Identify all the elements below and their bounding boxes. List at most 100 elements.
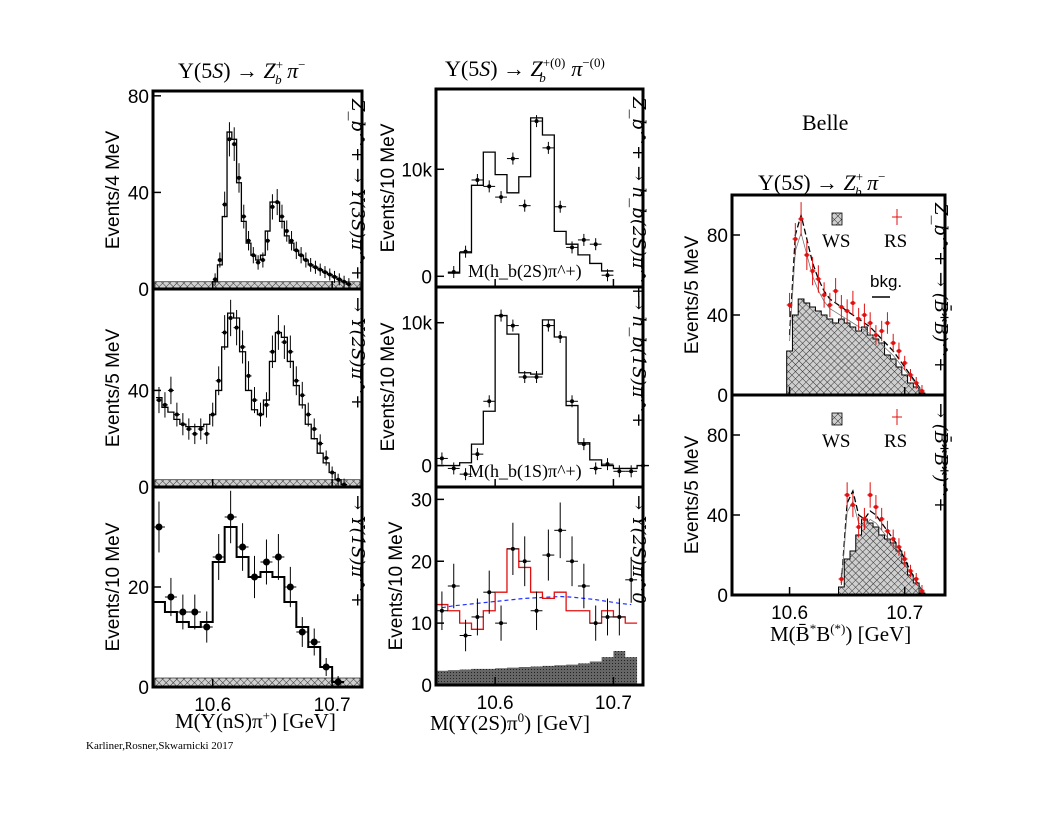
data-point [217, 258, 222, 263]
y-tick-label: 40 [707, 506, 728, 527]
data-point [570, 559, 575, 564]
channel-label: → Υ(2S)π^+ [347, 297, 368, 410]
data-point [322, 663, 330, 671]
data-point [902, 557, 907, 561]
data-point [534, 119, 539, 124]
data-point [463, 472, 468, 477]
data-point [168, 388, 173, 393]
panel-frame [434, 87, 645, 289]
data-point [919, 389, 924, 393]
data-point [318, 441, 323, 446]
ws-histogram [838, 518, 926, 596]
data-point [337, 277, 342, 282]
data-point [546, 553, 551, 558]
data-point [213, 277, 218, 282]
channel-label: Z_b^+ → (B̄*B)^+ [930, 202, 953, 372]
data-point [570, 245, 575, 250]
y-tick-label: 80 [128, 87, 149, 108]
data-point [862, 313, 867, 317]
data-point [327, 272, 332, 277]
data-point [914, 381, 919, 385]
data-point [284, 229, 289, 234]
data-point [451, 466, 456, 471]
data-point [276, 330, 281, 335]
data-point [336, 477, 341, 482]
y-tick-label: 20 [411, 552, 432, 573]
col3-xlabel: M(B̄*B(*)) [GeV] [770, 621, 911, 646]
y-axis-label: Events/10 MeV [103, 522, 124, 651]
data-point [822, 293, 827, 297]
data-point [879, 517, 884, 521]
data-point [799, 217, 804, 221]
data-point [605, 273, 610, 278]
data-point [873, 505, 878, 509]
data-point [324, 456, 329, 461]
data-point [463, 249, 468, 254]
y-tick-label: 0 [421, 676, 432, 697]
panel-frame [151, 89, 364, 291]
data-point [155, 523, 163, 531]
data-point [896, 545, 901, 549]
data-point [908, 569, 913, 573]
data-point [300, 393, 305, 398]
legend-ws-label: WS [822, 231, 851, 252]
fit-histogram [447, 117, 614, 274]
panel-Y3S: 0 40 80 Events/4 MeV Z_b^+ → Υ(3S)π^+ [103, 87, 368, 301]
data-point [593, 466, 598, 471]
legend-ws-swatch [831, 212, 843, 226]
data-point [227, 513, 235, 521]
data-point [156, 398, 161, 403]
data-point [312, 427, 317, 432]
data-point [581, 584, 586, 588]
y-tick-label: 40 [707, 306, 728, 327]
data-point [334, 678, 342, 686]
panel-frame [730, 393, 947, 597]
channel-label: → (B̄*B*)^+ [930, 403, 953, 512]
data-point [605, 614, 610, 619]
data-point [499, 621, 504, 626]
data-point [191, 608, 199, 616]
data-point [570, 399, 575, 404]
data-point [265, 238, 270, 243]
y-tick-label: 0 [421, 267, 432, 288]
fit-histogram [436, 548, 638, 630]
channel-label: Z_b^+ → h_b(2S)π^+ [628, 96, 649, 299]
y-tick-label: 10 [411, 614, 432, 635]
data-point [256, 260, 261, 265]
data-point [192, 431, 197, 436]
data-point [251, 573, 259, 581]
data-point [286, 583, 294, 591]
data-point [487, 184, 492, 189]
data-point [174, 412, 179, 417]
panel-BstarBstar: 0 40 80 10.6 10.7 Events/5 MeV → (B̄*B*)^+ WS RS [682, 393, 953, 624]
data-point [896, 349, 901, 353]
data-point [279, 214, 284, 219]
data-point [617, 614, 622, 619]
x-tick-label: 10.6 [771, 603, 808, 624]
fit-histogram [153, 526, 345, 683]
data-point [558, 528, 563, 533]
data-point [262, 558, 270, 566]
data-point [810, 269, 815, 273]
legend-rs-label: RS [884, 431, 907, 452]
data-point [522, 375, 527, 379]
data-point [593, 621, 598, 626]
data-point [833, 289, 838, 293]
data-point [282, 340, 287, 345]
data-point [303, 258, 308, 263]
data-point [891, 341, 896, 345]
data-point [850, 503, 855, 507]
y-tick-label: 80 [707, 426, 728, 447]
data-point [162, 402, 167, 407]
data-point [215, 553, 223, 561]
data-point [240, 344, 245, 349]
data-point [522, 203, 527, 208]
fit-histogram [155, 312, 348, 486]
data-point [839, 305, 844, 309]
data-point [251, 253, 256, 258]
data-point [167, 593, 175, 601]
data-point [879, 329, 884, 333]
